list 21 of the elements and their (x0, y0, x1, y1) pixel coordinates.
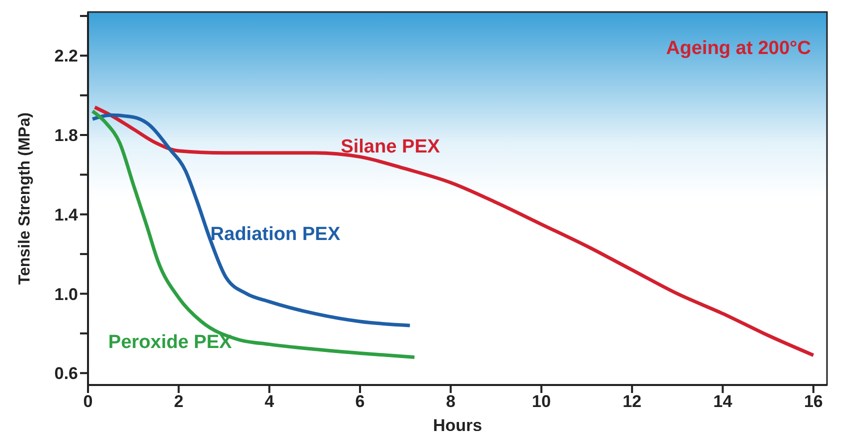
y-axis-title: Tensile Strength (MPa) (16, 112, 34, 285)
x-tick-label: 2 (174, 392, 184, 412)
series-label: Radiation PEX (210, 224, 341, 246)
x-tick-label: 10 (532, 392, 551, 412)
y-tick-label: 0.6 (54, 364, 78, 384)
x-tick-label: 6 (355, 392, 365, 412)
x-tick-label: 16 (804, 392, 823, 412)
y-tick-label: 2.2 (54, 46, 78, 66)
x-tick-label: 4 (264, 392, 275, 412)
y-tick-label: 1.0 (54, 284, 78, 304)
series-label: Peroxide PEX (108, 332, 232, 353)
annotation: Ageing at 200°C (666, 38, 811, 60)
y-tick-label: 1.4 (54, 205, 79, 224)
series-label: Silane PEX (340, 136, 440, 158)
x-tick-label: 8 (446, 392, 456, 412)
x-tick-label: 0 (83, 392, 93, 412)
x-axis-title: Hours (432, 416, 482, 435)
y-tick-label: 1.8 (54, 126, 78, 146)
x-tick-label: 14 (713, 392, 733, 412)
line-series (93, 105, 816, 357)
x-tick-label: 12 (622, 392, 642, 412)
